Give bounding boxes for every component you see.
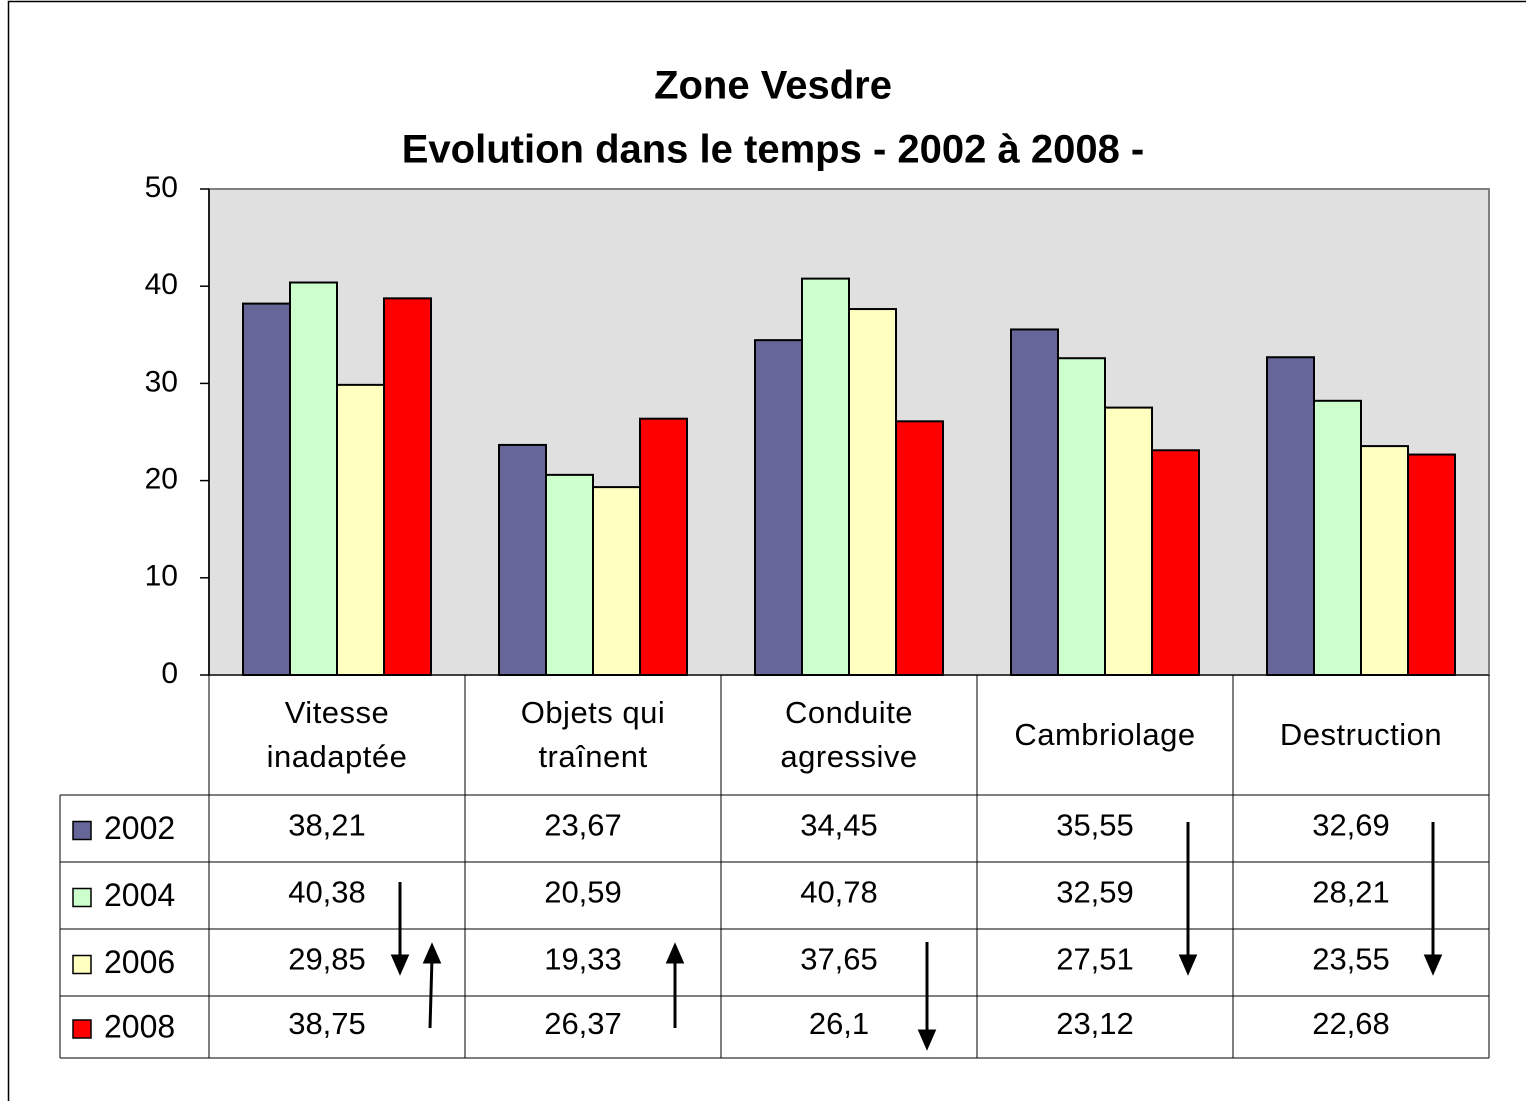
bar [592, 486, 641, 676]
bar [639, 417, 688, 676]
y-tick-label: 50 [145, 171, 178, 204]
bar [289, 281, 338, 676]
x-tick-label: Conduite agressive [721, 675, 977, 795]
y-tick-label: 30 [145, 365, 178, 398]
bar [1360, 445, 1409, 676]
data-table: 2002 38,21 23,67 34,45 35,55 32,69 2004 40,38 20… [59, 674, 1490, 1059]
value-label: 29,85 [288, 942, 366, 977]
legend-label: 2006 [104, 944, 175, 980]
value-label: 20,59 [544, 875, 622, 910]
bar [498, 443, 547, 677]
plot-area: 0 10 20 30 40 50 [145, 171, 1490, 690]
bar [1266, 356, 1315, 676]
annotation-arrows [390, 822, 1443, 1051]
value-label: 40,78 [800, 875, 878, 910]
category-text: Vitesse inadaptée [266, 695, 408, 774]
bar [545, 473, 594, 676]
legend-label: 2002 [104, 810, 175, 846]
bar [336, 383, 385, 676]
bar [1151, 449, 1200, 676]
x-tick-label: Destruction [1233, 675, 1489, 795]
legend-swatch [72, 887, 92, 908]
category-text: Destruction [1279, 717, 1443, 752]
category-text: Cambriolage [1014, 717, 1196, 752]
legend-swatch [72, 1019, 92, 1039]
value-label: 34,45 [800, 808, 878, 843]
y-tick-label: 10 [145, 560, 178, 593]
legend-label: 2004 [104, 877, 175, 913]
chart-border [7, 0, 1526, 1101]
bar [1010, 328, 1059, 676]
x-tick-label: Cambriolage [977, 675, 1233, 795]
value-label: 40,38 [288, 875, 366, 910]
value-label: 27,51 [1056, 942, 1134, 977]
bar [383, 297, 432, 676]
value-label: 19,33 [544, 942, 622, 977]
bar [242, 302, 291, 676]
value-label: 26,37 [544, 1006, 622, 1041]
legend-swatch [72, 954, 92, 975]
x-tick-label: Objets qui traînent [465, 675, 721, 795]
bar [1407, 453, 1456, 677]
y-tick-label: 40 [145, 268, 178, 301]
value-label: 26,1 [809, 1006, 869, 1041]
legend-label: 2008 [104, 1008, 175, 1044]
bar [1313, 399, 1362, 676]
value-label: 32,69 [1312, 808, 1390, 843]
value-label: 23,67 [544, 808, 622, 843]
legend-swatch [72, 820, 92, 841]
value-label: 22,68 [1312, 1006, 1390, 1041]
bar [895, 420, 944, 677]
value-label: 38,75 [288, 1006, 366, 1041]
value-label: 38,21 [288, 808, 366, 843]
y-tick-label: 0 [161, 657, 178, 690]
bar [801, 277, 850, 676]
value-label: 23,55 [1312, 942, 1390, 977]
bar [754, 339, 803, 676]
bar [1057, 357, 1106, 676]
bar [1104, 406, 1153, 676]
value-label: 37,65 [800, 942, 878, 977]
bar [848, 308, 897, 676]
value-label: 35,55 [1056, 808, 1134, 843]
chart-subtitle: Evolution dans le temps - 2002 à 2008 - [402, 128, 1145, 172]
value-label: 23,12 [1056, 1006, 1134, 1041]
chart-title: Zone Vesdre [654, 64, 892, 108]
category-text: Objets qui traînent [520, 695, 666, 774]
x-tick-label: Vitesse inadaptée [209, 675, 465, 795]
category-text: Conduite agressive [780, 695, 918, 774]
y-tick-label: 20 [145, 463, 178, 496]
value-label: 28,21 [1312, 875, 1390, 910]
value-label: 32,59 [1056, 875, 1134, 910]
